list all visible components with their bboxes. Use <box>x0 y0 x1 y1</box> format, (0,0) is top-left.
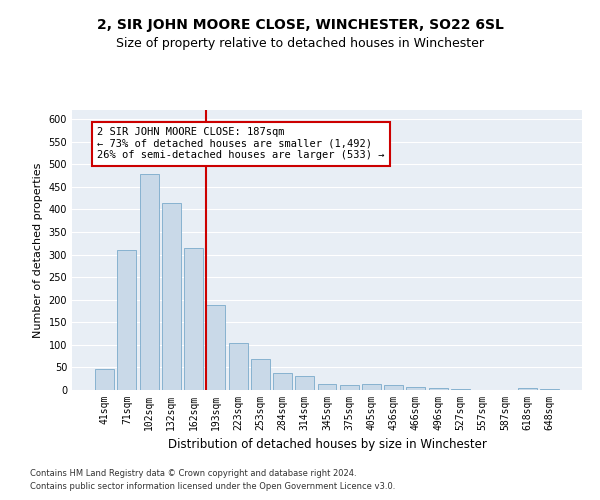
Bar <box>251 360 270 390</box>
Bar <box>540 388 559 390</box>
Bar <box>340 385 359 390</box>
Bar <box>384 386 403 390</box>
Text: Contains public sector information licensed under the Open Government Licence v3: Contains public sector information licen… <box>30 482 395 491</box>
Bar <box>184 248 203 390</box>
Text: 2 SIR JOHN MOORE CLOSE: 187sqm
← 73% of detached houses are smaller (1,492)
26% : 2 SIR JOHN MOORE CLOSE: 187sqm ← 73% of … <box>97 128 385 160</box>
Bar <box>429 388 448 390</box>
Bar <box>451 388 470 390</box>
Text: Size of property relative to detached houses in Winchester: Size of property relative to detached ho… <box>116 38 484 51</box>
Bar <box>362 384 381 390</box>
Bar <box>95 369 114 390</box>
Text: 2, SIR JOHN MOORE CLOSE, WINCHESTER, SO22 6SL: 2, SIR JOHN MOORE CLOSE, WINCHESTER, SO2… <box>97 18 503 32</box>
Bar <box>162 202 181 390</box>
Bar <box>118 250 136 390</box>
Bar <box>229 344 248 390</box>
X-axis label: Distribution of detached houses by size in Winchester: Distribution of detached houses by size … <box>167 438 487 452</box>
Bar <box>406 388 425 390</box>
Text: Contains HM Land Registry data © Crown copyright and database right 2024.: Contains HM Land Registry data © Crown c… <box>30 468 356 477</box>
Bar <box>140 174 158 390</box>
Bar <box>295 376 314 390</box>
Y-axis label: Number of detached properties: Number of detached properties <box>33 162 43 338</box>
Bar <box>518 388 536 390</box>
Bar <box>317 384 337 390</box>
Bar <box>206 305 225 390</box>
Bar <box>273 373 292 390</box>
